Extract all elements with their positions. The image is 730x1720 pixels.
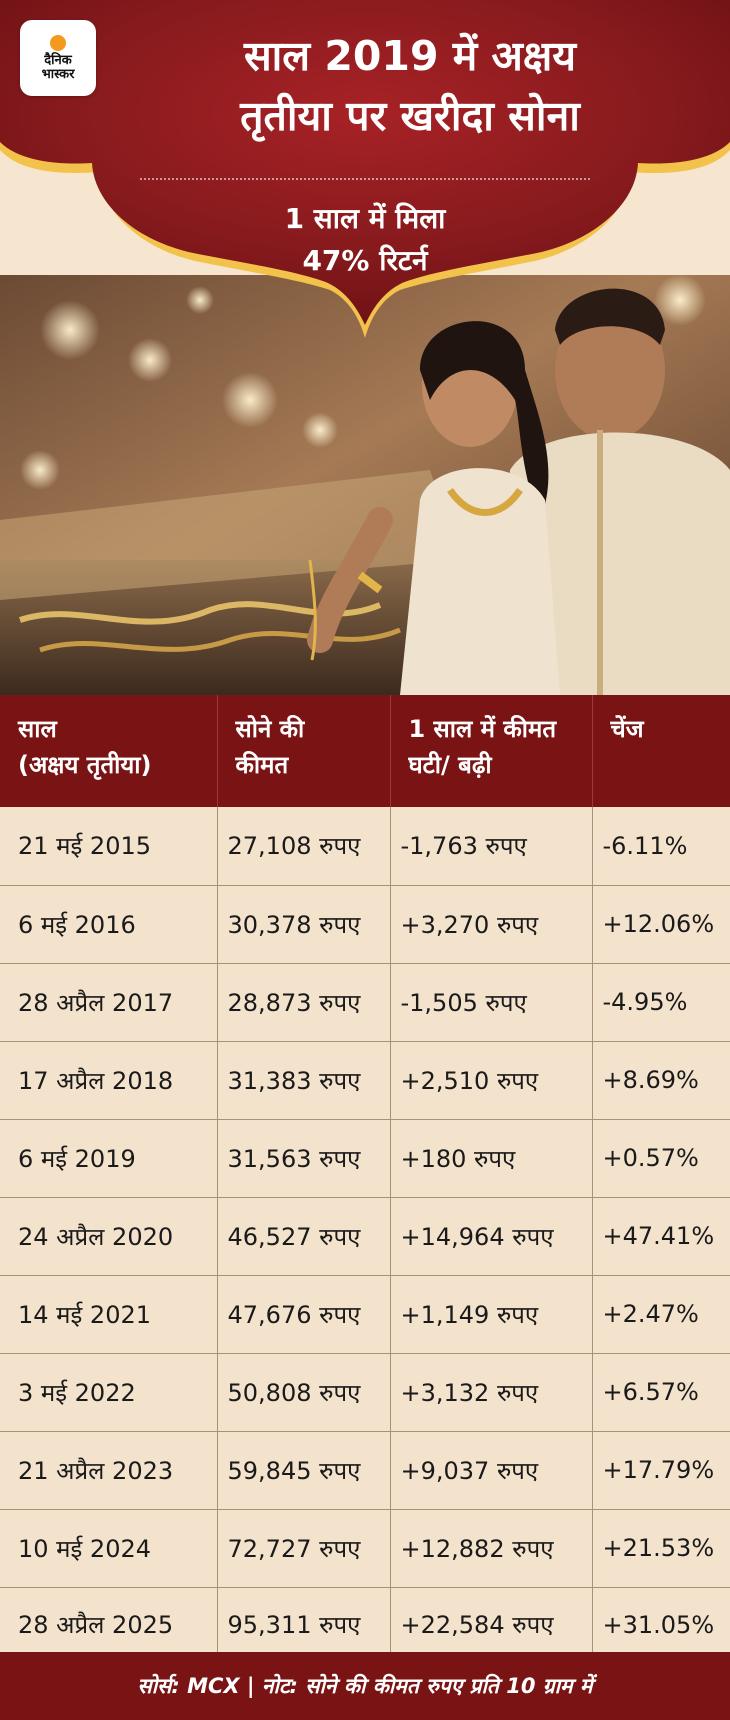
cell-percent: +0.57% bbox=[592, 1119, 730, 1198]
cell-percent: +21.53% bbox=[592, 1509, 730, 1588]
table-row: 21 अप्रैल 2023 59,845 रुपए +9,037 रुपए +… bbox=[0, 1431, 730, 1510]
table-row: 17 अप्रैल 2018 31,383 रुपए +2,510 रुपए +… bbox=[0, 1041, 730, 1120]
cell-change: +14,964 रुपए bbox=[390, 1197, 593, 1276]
cell-year: 6 मई 2019 bbox=[0, 1119, 218, 1198]
source-note: सोर्स: MCX | नोट: सोने की कीमत रुपए प्रत… bbox=[0, 1652, 730, 1720]
cell-change: +3,132 रुपए bbox=[390, 1353, 593, 1432]
cell-price: 30,378 रुपए bbox=[217, 885, 391, 964]
cell-change: -1,505 रुपए bbox=[390, 963, 593, 1042]
title-line1: साल 2019 में अक्षय bbox=[243, 32, 577, 80]
cell-year: 10 मई 2024 bbox=[0, 1509, 218, 1588]
gold-price-table-container: साल (अक्षय तृतीया) सोने की कीमत 1 साल मे… bbox=[0, 695, 730, 1663]
table-row: 3 मई 2022 50,808 रुपए +3,132 रुपए +6.57% bbox=[0, 1353, 730, 1432]
jewelry-store-photo bbox=[0, 274, 730, 695]
subtitle-line1: 1 साल में मिला bbox=[284, 202, 446, 235]
cell-price: 72,727 रुपए bbox=[217, 1509, 391, 1588]
logo-text-line1: दैनिक bbox=[44, 52, 72, 68]
cell-price: 46,527 रुपए bbox=[217, 1197, 391, 1276]
cell-year: 24 अप्रैल 2020 bbox=[0, 1197, 218, 1276]
dainik-bhaskar-logo: दैनिक भास्कर bbox=[20, 20, 96, 96]
cell-price: 27,108 रुपए bbox=[217, 807, 391, 886]
cell-percent: +8.69% bbox=[592, 1041, 730, 1120]
cell-price: 31,383 रुपए bbox=[217, 1041, 391, 1120]
cell-change: +12,882 रुपए bbox=[390, 1509, 593, 1588]
cell-percent: +2.47% bbox=[592, 1275, 730, 1354]
header-price-change: 1 साल में कीमत घटी/ बढ़ी bbox=[390, 695, 593, 807]
cell-year: 6 मई 2016 bbox=[0, 885, 218, 964]
cell-percent: -6.11% bbox=[592, 807, 730, 886]
subtitle: 1 साल में मिला 47% रिटर्न bbox=[140, 198, 590, 282]
header-gold-price: सोने की कीमत bbox=[217, 695, 391, 807]
hero-section: दैनिक भास्कर साल 2019 में अक्षय तृतीया प… bbox=[0, 0, 730, 695]
cell-change: +2,510 रुपए bbox=[390, 1041, 593, 1120]
cell-year: 14 मई 2021 bbox=[0, 1275, 218, 1354]
gold-price-table: साल (अक्षय तृतीया) सोने की कीमत 1 साल मे… bbox=[0, 695, 730, 1663]
cell-change: +1,149 रुपए bbox=[390, 1275, 593, 1354]
cell-percent: +12.06% bbox=[592, 885, 730, 964]
cell-year: 21 अप्रैल 2023 bbox=[0, 1431, 218, 1510]
cell-percent: -4.95% bbox=[592, 963, 730, 1042]
cell-change: +180 रुपए bbox=[390, 1119, 593, 1198]
table-row: 6 मई 2016 30,378 रुपए +3,270 रुपए +12.06… bbox=[0, 885, 730, 964]
table-row: 10 मई 2024 72,727 रुपए +12,882 रुपए +21.… bbox=[0, 1509, 730, 1588]
table-row: 14 मई 2021 47,676 रुपए +1,149 रुपए +2.47… bbox=[0, 1275, 730, 1354]
cell-year: 17 अप्रैल 2018 bbox=[0, 1041, 218, 1120]
cell-change: +22,584 रुपए bbox=[390, 1587, 593, 1663]
sun-icon bbox=[50, 34, 66, 51]
cell-price: 28,873 रुपए bbox=[217, 963, 391, 1042]
cell-change: +9,037 रुपए bbox=[390, 1431, 593, 1510]
cell-price: 50,808 रुपए bbox=[217, 1353, 391, 1432]
header-percent-change: चेंज bbox=[592, 695, 730, 807]
table-header-row: साल (अक्षय तृतीया) सोने की कीमत 1 साल मे… bbox=[0, 695, 730, 807]
cell-year: 28 अप्रैल 2017 bbox=[0, 963, 218, 1042]
cell-price: 95,311 रुपए bbox=[217, 1587, 391, 1663]
table-row: 21 मई 2015 27,108 रुपए -1,763 रुपए -6.11… bbox=[0, 807, 730, 886]
cell-price: 31,563 रुपए bbox=[217, 1119, 391, 1198]
header-year: साल (अक्षय तृतीया) bbox=[0, 695, 218, 807]
table-row: 6 मई 2019 31,563 रुपए +180 रुपए +0.57% bbox=[0, 1119, 730, 1198]
table-row: 28 अप्रैल 2017 28,873 रुपए -1,505 रुपए -… bbox=[0, 963, 730, 1042]
table-row: 28 अप्रैल 2025 95,311 रुपए +22,584 रुपए … bbox=[0, 1587, 730, 1663]
cell-percent: +6.57% bbox=[592, 1353, 730, 1432]
cell-price: 59,845 रुपए bbox=[217, 1431, 391, 1510]
cell-percent: +47.41% bbox=[592, 1197, 730, 1276]
logo-text-line2: भास्कर bbox=[41, 66, 75, 82]
page-title: साल 2019 में अक्षय तृतीया पर खरीदा सोना bbox=[110, 26, 710, 146]
cell-change: -1,763 रुपए bbox=[390, 807, 593, 886]
title-divider bbox=[140, 178, 590, 180]
subtitle-line2: 47% रिटर्न bbox=[302, 244, 428, 277]
header-banner bbox=[0, 0, 730, 325]
cell-percent: +31.05% bbox=[592, 1587, 730, 1663]
cell-price: 47,676 रुपए bbox=[217, 1275, 391, 1354]
cell-percent: +17.79% bbox=[592, 1431, 730, 1510]
cell-year: 28 अप्रैल 2025 bbox=[0, 1587, 218, 1663]
hero-artwork bbox=[0, 0, 730, 695]
cell-change: +3,270 रुपए bbox=[390, 885, 593, 964]
title-line2: तृतीया पर खरीदा सोना bbox=[240, 92, 580, 140]
table-row: 24 अप्रैल 2020 46,527 रुपए +14,964 रुपए … bbox=[0, 1197, 730, 1276]
cell-year: 21 मई 2015 bbox=[0, 807, 218, 886]
cell-year: 3 मई 2022 bbox=[0, 1353, 218, 1432]
